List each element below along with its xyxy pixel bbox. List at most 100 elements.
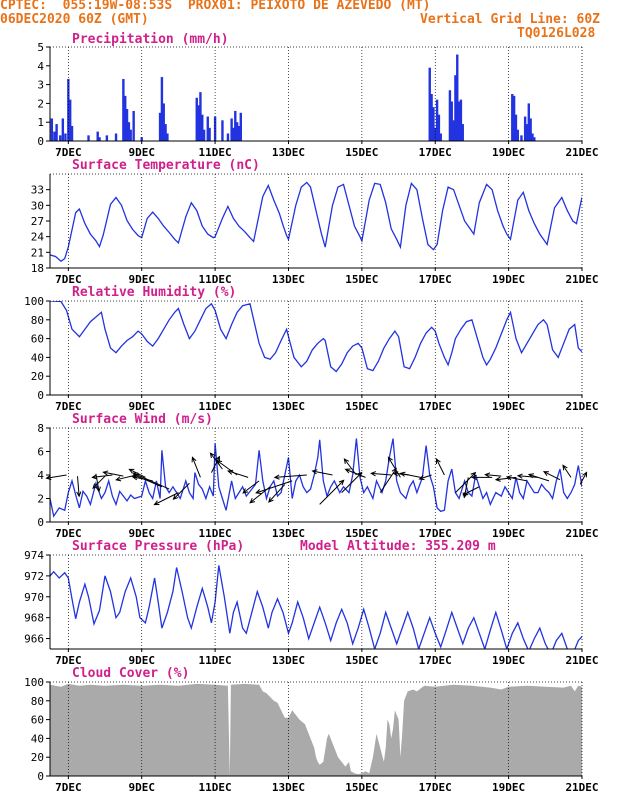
y-tick-label: 20 bbox=[31, 370, 44, 383]
precip-bar bbox=[59, 135, 62, 141]
header-date-line: 06DEC2020 60Z (GMT) bbox=[0, 12, 149, 27]
precip-bar bbox=[129, 129, 132, 141]
precip-bar bbox=[50, 118, 54, 141]
precip-bar bbox=[162, 103, 165, 141]
precip-bar bbox=[237, 125, 241, 141]
y-tick-label: 27 bbox=[31, 215, 44, 228]
x-tick-label: 15DEC bbox=[345, 781, 378, 794]
precip-bar bbox=[166, 133, 169, 141]
precip-bar bbox=[512, 95, 516, 141]
precip-bar bbox=[96, 131, 99, 141]
x-tick-label: 9DEC bbox=[128, 146, 155, 159]
precip-bar bbox=[435, 99, 439, 141]
y-tick-label: 60 bbox=[31, 333, 44, 346]
precip-bar bbox=[520, 135, 523, 141]
x-tick-label: 9DEC bbox=[128, 400, 155, 413]
x-tick-label: 21DEC bbox=[565, 146, 598, 159]
x-tick-label: 13DEC bbox=[272, 781, 305, 794]
precip-bar bbox=[122, 78, 125, 141]
wind-arrow bbox=[435, 457, 445, 476]
wind-arrow bbox=[462, 486, 480, 496]
x-tick-label: 13DEC bbox=[272, 273, 305, 286]
x-tick-label: 7DEC bbox=[55, 781, 82, 794]
precip-bar bbox=[527, 103, 530, 141]
x-tick-label: 11DEC bbox=[199, 654, 232, 667]
y-tick-label: 21 bbox=[31, 246, 44, 259]
y-tick-label: 6 bbox=[37, 446, 44, 459]
precip-bar bbox=[124, 95, 127, 141]
wind-arrow bbox=[542, 471, 561, 481]
x-tick-label: 21DEC bbox=[565, 400, 598, 413]
precip-bar bbox=[234, 110, 237, 141]
x-tick-label: 19DEC bbox=[492, 273, 525, 286]
precip-bar bbox=[114, 133, 118, 141]
wind-arrow bbox=[516, 473, 539, 479]
wind-arrow bbox=[311, 469, 333, 476]
y-tick-label: 40 bbox=[31, 351, 44, 364]
precip-bar bbox=[61, 118, 65, 141]
wind-arrow bbox=[341, 471, 363, 493]
precip-bar bbox=[439, 133, 442, 141]
x-tick-label: 17DEC bbox=[419, 146, 452, 159]
header-station-line: CPTEC: 055:19W-08:53S PROX01: PEIXOTO DE… bbox=[0, 0, 431, 13]
precip-bar bbox=[70, 125, 74, 141]
precip-bar bbox=[67, 78, 70, 141]
x-tick-label: 15DEC bbox=[345, 527, 378, 540]
precip-bar bbox=[140, 137, 143, 141]
y-tick-label: 20 bbox=[31, 751, 44, 764]
wind-arrow bbox=[132, 474, 163, 488]
precip-bar bbox=[199, 92, 202, 141]
precip-bar bbox=[525, 124, 529, 141]
wind-arrow bbox=[227, 469, 249, 478]
x-tick-label: 7DEC bbox=[55, 146, 82, 159]
y-tick-label: 60 bbox=[31, 714, 44, 727]
cloud-cover-title: Cloud Cover (%) bbox=[72, 666, 189, 681]
wind-arrow bbox=[343, 458, 357, 476]
precip-bar bbox=[531, 133, 534, 141]
precip-bar bbox=[454, 75, 457, 141]
precip-bar bbox=[208, 127, 211, 141]
x-tick-label: 13DEC bbox=[272, 146, 305, 159]
y-tick-label: 0 bbox=[37, 770, 44, 783]
x-tick-label: 11DEC bbox=[199, 273, 232, 286]
wind-arrow bbox=[562, 464, 572, 478]
y-tick-label: 100 bbox=[24, 676, 44, 689]
y-tick-label: 100 bbox=[24, 295, 44, 308]
wind-line bbox=[50, 438, 582, 518]
precip-bar bbox=[201, 114, 204, 141]
x-tick-label: 11DEC bbox=[199, 146, 232, 159]
wind-arrow bbox=[505, 475, 528, 482]
x-tick-label: 11DEC bbox=[199, 527, 232, 540]
precipitation-panel: 0 1 2 3 4 5 7DEC 9DEC 11DEC 13DEC 15DEC 17DEC 19DEC 2… bbox=[37, 32, 598, 159]
x-tick-label: 17DEC bbox=[419, 527, 452, 540]
model-altitude-label: Model Altitude: 355.209 m bbox=[300, 539, 496, 554]
precip-bar bbox=[533, 137, 536, 141]
precip-bar bbox=[514, 114, 518, 141]
x-tick-label: 13DEC bbox=[272, 527, 305, 540]
precip-bar bbox=[448, 90, 452, 141]
precip-bar bbox=[53, 131, 56, 141]
wind-arrow bbox=[418, 474, 432, 481]
precip-bar bbox=[127, 122, 131, 141]
y-tick-label: 18 bbox=[31, 262, 44, 275]
precip-bar bbox=[235, 122, 239, 141]
y-tick-label: 80 bbox=[31, 695, 44, 708]
x-tick-label: 19DEC bbox=[492, 781, 525, 794]
x-tick-label: 19DEC bbox=[492, 146, 525, 159]
x-tick-label: 19DEC bbox=[492, 400, 525, 413]
precip-bar bbox=[221, 120, 224, 141]
y-tick-label: 0 bbox=[37, 516, 44, 529]
y-tick-label: 2 bbox=[37, 493, 44, 506]
precip-bar bbox=[226, 133, 230, 141]
x-tick-label: 17DEC bbox=[419, 400, 452, 413]
y-tick-label: 4 bbox=[37, 60, 44, 73]
y-tick-label: 30 bbox=[31, 199, 44, 212]
x-tick-label: 11DEC bbox=[199, 781, 232, 794]
cloud-cover-panel: 0 20 40 60 80 100 7DEC 9DEC 11DEC 13DEC 15DEC 17DEC… bbox=[24, 666, 598, 794]
y-tick-label: 8 bbox=[37, 422, 44, 435]
temperature-panel: 18 21 24 27 30 33 7DEC 9DEC 11DEC 13DEC 15DEC 17DEC… bbox=[31, 158, 599, 286]
x-tick-label: 19DEC bbox=[492, 527, 525, 540]
x-tick-label: 17DEC bbox=[419, 654, 452, 667]
precip-bar bbox=[64, 133, 67, 141]
